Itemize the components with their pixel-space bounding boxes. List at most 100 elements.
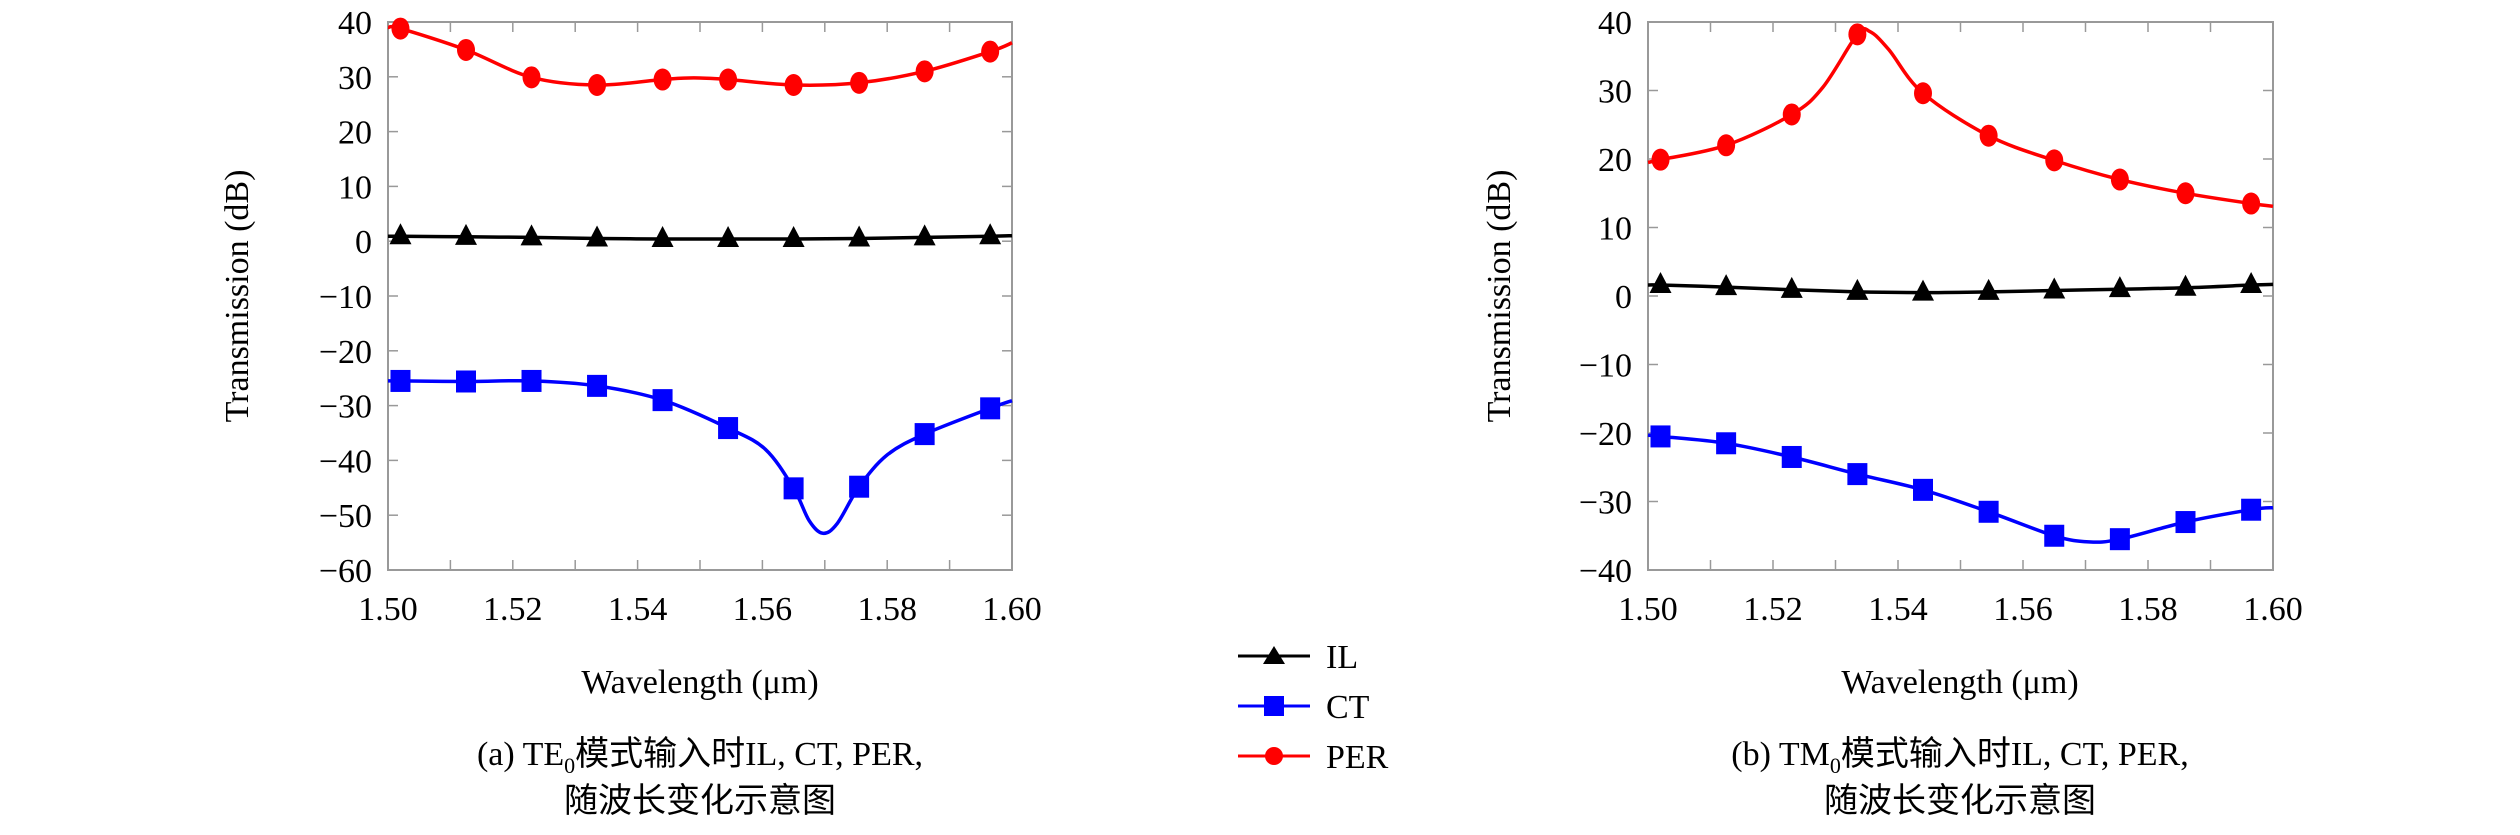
- panel-a-caption-sub: 0: [564, 753, 575, 778]
- legend-per-circle-icon: [1265, 747, 1283, 765]
- legend-item-ct: CT: [1238, 689, 1370, 726]
- point-per: [2110, 168, 2129, 191]
- x-tick-label: 1.58: [857, 591, 917, 628]
- point-per: [653, 68, 672, 91]
- y-tick-label: 40: [1598, 5, 1632, 42]
- x-tick-label: 1.54: [608, 591, 668, 628]
- series-il: [387, 223, 1013, 248]
- panel-a-caption-line1: (a) TE0模式输入时IL, CT, PER,: [477, 735, 923, 778]
- y-tick-label: 20: [338, 115, 372, 152]
- point-ct: [652, 389, 673, 412]
- y-tick-label: −10: [1579, 348, 1632, 385]
- point-per: [588, 74, 607, 97]
- point-il: [1780, 276, 1803, 298]
- legend-per-label: PER: [1326, 739, 1389, 776]
- y-tick-label: 40: [338, 5, 372, 42]
- y-tick-label: 20: [1598, 142, 1632, 179]
- point-per: [1651, 148, 1670, 171]
- point-ct: [390, 369, 411, 392]
- point-ct: [1716, 432, 1737, 455]
- y-tick-label: −30: [1579, 485, 1632, 522]
- panel-b-caption-prefix: (b) TM: [1731, 736, 1830, 773]
- point-per: [391, 17, 410, 40]
- point-ct: [1847, 463, 1868, 486]
- legend-ct-square-icon: [1264, 696, 1284, 716]
- point-il: [586, 225, 609, 247]
- point-il: [455, 223, 477, 245]
- point-per: [2045, 149, 2064, 172]
- point-il: [979, 223, 1002, 245]
- point-ct: [456, 370, 476, 393]
- point-per: [719, 68, 738, 91]
- point-per: [2176, 182, 2195, 205]
- panel-b-xlabel: Wavelength (μm): [1841, 664, 2078, 701]
- x-tick-label: 1.52: [483, 591, 543, 628]
- legend-item-per: PER: [1238, 739, 1389, 776]
- panel-b-caption-line1: (b) TM0模式输入时IL, CT, PER,: [1731, 735, 2188, 778]
- panel-b-series: [1647, 23, 2274, 551]
- plot-frame: [1647, 21, 2274, 571]
- x-tick-label: 1.50: [358, 591, 418, 628]
- point-ct: [521, 369, 542, 392]
- point-il: [2043, 277, 2066, 299]
- x-tick-label: 1.60: [2243, 591, 2303, 628]
- point-il: [1649, 272, 1672, 294]
- panel-b-caption-suffix: 模式输入时IL, CT, PER,: [1841, 735, 2189, 773]
- panel-a-caption-suffix: 模式输入时IL, CT, PER,: [575, 735, 923, 773]
- x-tick-label: 1.54: [1868, 591, 1928, 628]
- point-ct: [1650, 425, 1671, 448]
- panel-b-ylabel: Transmission (dB): [1481, 170, 1518, 423]
- point-il: [848, 225, 871, 247]
- panel-b-axes: 1.50 1.52 1.54 1.56 1.58 1.60 40 30 20 10 0 −10 −20 −…: [1579, 5, 2303, 628]
- point-per: [981, 40, 1000, 63]
- point-per: [1782, 103, 1801, 126]
- point-ct: [980, 397, 1001, 420]
- point-ct: [718, 417, 739, 440]
- point-ct: [783, 477, 804, 500]
- panel-a-series: [387, 17, 1013, 536]
- y-tick-label: 30: [1598, 74, 1632, 111]
- series-ct-line: [387, 378, 1013, 536]
- x-tick-label: 1.60: [982, 591, 1042, 628]
- panel-a: 1.50 1.52 1.54 1.56 1.58 1.60 40 30 20 10 0 −10 −20 −…: [219, 5, 1042, 820]
- panel-a-caption-prefix: (a) TE: [477, 736, 564, 773]
- point-il: [2174, 274, 2197, 296]
- series-ct: [1647, 425, 2274, 551]
- panel-a-xlabel: Wavelength (μm): [581, 664, 818, 701]
- point-per: [2242, 192, 2261, 215]
- x-tick-label: 1.58: [2118, 591, 2178, 628]
- point-ct: [2044, 524, 2065, 547]
- plot-frame: [387, 21, 1013, 571]
- y-tick-label: 10: [338, 169, 372, 206]
- panel-b-caption-sub: 0: [1830, 753, 1841, 778]
- y-tick-label: −20: [1579, 416, 1632, 453]
- point-ct: [1781, 445, 1802, 468]
- point-ct: [849, 475, 870, 498]
- panel-a-axes: 1.50 1.52 1.54 1.56 1.58 1.60 40 30 20 10 0 −10 −20 −…: [319, 5, 1042, 628]
- point-il: [1977, 278, 2000, 300]
- point-per: [1848, 23, 1867, 46]
- legend-item-il: IL: [1238, 639, 1358, 676]
- series-per-line: [1647, 26, 2274, 209]
- point-il: [1715, 274, 1738, 296]
- y-tick-label: 0: [355, 224, 372, 261]
- y-tick-label: −40: [1579, 553, 1632, 590]
- x-tick-label: 1.56: [733, 591, 793, 628]
- point-ct: [1913, 478, 1933, 501]
- point-per: [915, 60, 934, 83]
- point-per: [1717, 134, 1736, 157]
- point-ct: [2175, 511, 2196, 534]
- panel-a-ylabel: Transmission (dB): [219, 170, 256, 423]
- panel-b: 1.50 1.52 1.54 1.56 1.58 1.60 40 30 20 10 0 −10 −20 −…: [1481, 5, 2303, 820]
- point-il: [1912, 279, 1934, 301]
- point-il: [717, 226, 740, 248]
- point-per: [850, 71, 869, 94]
- point-per: [1979, 124, 1998, 147]
- x-tick-label: 1.50: [1618, 591, 1678, 628]
- point-per: [1914, 82, 1932, 105]
- point-il: [2240, 272, 2263, 294]
- legend-ct-label: CT: [1326, 689, 1370, 726]
- series-il: [1647, 272, 2274, 301]
- y-tick-label: 0: [1615, 279, 1632, 316]
